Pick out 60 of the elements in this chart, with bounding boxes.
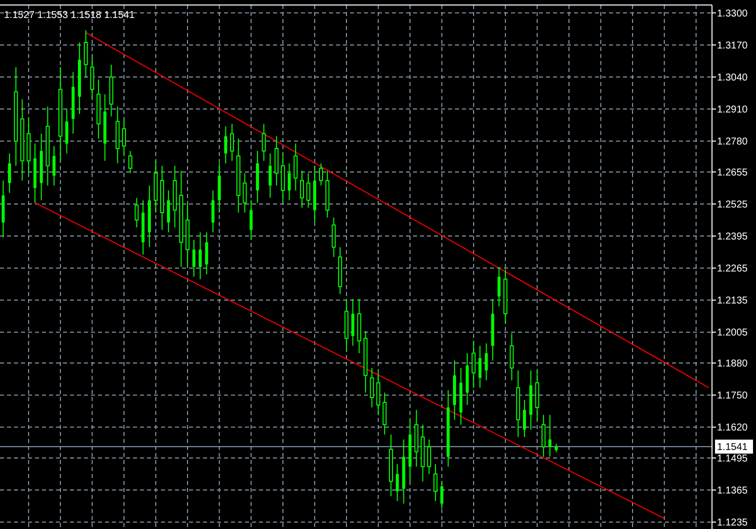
y-tick-label: 1.2395	[717, 232, 748, 243]
candlestick	[440, 480, 444, 510]
candlestick	[351, 298, 354, 346]
candlestick	[198, 232, 202, 280]
candlestick	[427, 438, 432, 475]
candlestick	[262, 123, 266, 162]
y-tick-label: 1.2525	[717, 199, 748, 210]
candlestick	[319, 162, 324, 186]
candlestick	[205, 232, 208, 275]
y-tick-label: 1.1495	[717, 453, 748, 464]
candlestick	[166, 190, 170, 233]
candlestick	[484, 342, 488, 381]
candlestick	[396, 464, 399, 502]
candlestick	[542, 414, 546, 458]
y-tick-label: 1.2005	[717, 328, 748, 339]
candlestick	[65, 108, 68, 154]
annotation: 1.1527 1.1553 1.1518 1.1541	[4, 10, 136, 21]
candlestick	[8, 152, 12, 194]
candlestick	[211, 190, 214, 233]
candlestick	[128, 150, 132, 174]
candlestick	[134, 197, 139, 228]
candlestick	[510, 332, 514, 381]
candlestick	[433, 464, 438, 502]
y-tick-label: 1.1235	[717, 518, 748, 529]
candlestick	[472, 340, 476, 388]
candlestick	[498, 266, 501, 307]
y-tick-label: 1.1620	[717, 422, 748, 434]
candlestick	[90, 56, 94, 100]
candlestick	[332, 217, 336, 258]
y-tick-label: 1.2780	[717, 136, 748, 148]
candlestick	[478, 345, 482, 388]
candlestick	[122, 118, 126, 156]
y-tick-label: 1.2655	[717, 167, 748, 178]
y-tick-label: 1.1880	[717, 358, 748, 370]
y-tick-label: 1.1750	[717, 390, 748, 402]
y-tick-label: 1.2265	[717, 264, 748, 275]
candlestick	[84, 30, 88, 78]
candlestick	[522, 400, 526, 438]
candlestick	[268, 152, 272, 198]
y-tick-label: 1.1365	[717, 486, 748, 497]
y-tick-label: 1.3170	[717, 40, 748, 52]
candlestick	[300, 170, 304, 208]
candlestick	[382, 392, 387, 436]
candlestick	[250, 200, 253, 240]
y-tick-label: 1.3040	[717, 72, 748, 84]
candlestick	[242, 172, 247, 214]
candlestick	[306, 172, 310, 208]
candlestick	[52, 146, 56, 186]
candlestick	[370, 367, 374, 408]
ref-line-label: 1.1541	[717, 442, 748, 454]
y-tick-label: 1.2910	[717, 104, 748, 116]
candlestick	[376, 372, 380, 416]
candlestick	[230, 123, 234, 162]
candlestick	[192, 239, 196, 278]
candlestick	[294, 143, 298, 191]
candlestick	[288, 162, 291, 201]
y-tick-label: 1.3300	[717, 8, 748, 20]
y-tick-label: 1.2135	[717, 296, 748, 307]
candlestick	[224, 126, 228, 164]
candlestick	[548, 414, 552, 458]
